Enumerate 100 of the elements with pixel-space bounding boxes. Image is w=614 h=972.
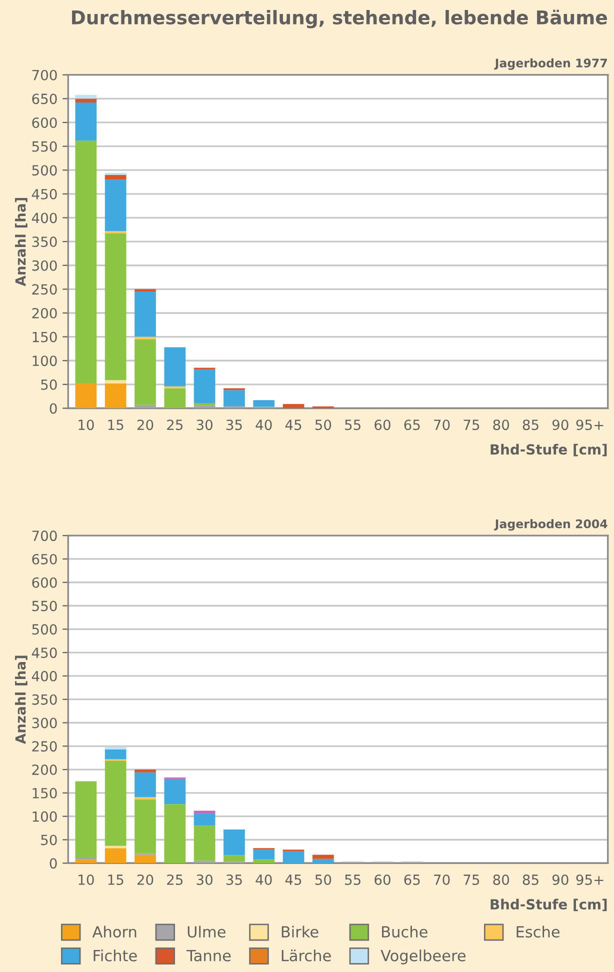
y-tick-label: 400 — [32, 670, 57, 682]
bar — [134, 772, 156, 798]
legend-label: Lärche — [282, 950, 331, 962]
x-tick-label: 90 — [552, 420, 568, 430]
x-tick-label: 30 — [196, 874, 212, 885]
legend-label: Buche — [382, 926, 428, 938]
y-tick-label: 700 — [32, 70, 57, 80]
x-tick-label: 45 — [285, 420, 302, 430]
legend-label: Ulme — [188, 926, 226, 938]
bar — [164, 804, 186, 864]
y-tick-label: 500 — [32, 624, 57, 635]
x-tick-label: 30 — [196, 420, 212, 430]
x-tick-label: 80 — [493, 874, 510, 885]
y-tick-label: 250 — [32, 284, 57, 295]
y-tick-label: 150 — [32, 332, 57, 342]
x-tick-label: 10 — [78, 420, 94, 430]
y-axis-title: Anzahl [ha] — [15, 656, 28, 744]
y-tick-label: 500 — [32, 165, 57, 176]
y-tick-label: 100 — [32, 811, 57, 822]
bar — [282, 404, 304, 408]
y-tick-label: 700 — [32, 530, 57, 542]
x-tick-label: 50 — [315, 420, 332, 430]
legend-label: Esche — [516, 926, 560, 938]
legend-label: Ahorn — [92, 926, 136, 938]
bar — [164, 347, 186, 386]
bar — [75, 102, 97, 141]
y-tick-label: 300 — [32, 260, 57, 271]
x-tick-label: 45 — [285, 874, 302, 885]
y-axis-title: Anzahl [ha] — [15, 198, 28, 286]
x-tick-label: 70 — [434, 874, 450, 885]
x-tick-label: 25 — [167, 420, 183, 430]
x-tick-label: 10 — [78, 874, 94, 885]
bar — [75, 382, 97, 408]
bar — [194, 370, 216, 403]
y-tick-label: 550 — [32, 141, 57, 152]
x-tick-label: 55 — [345, 874, 360, 885]
x-tick-label: 80 — [493, 420, 510, 430]
x-tick-label: 60 — [374, 420, 390, 430]
bar — [104, 174, 126, 180]
chart-subtitle: Jagerboden 2004 — [494, 519, 608, 531]
bar — [104, 746, 126, 750]
bar — [104, 760, 126, 846]
bar — [224, 390, 245, 406]
bar — [104, 380, 126, 384]
x-tick-label: 55 — [345, 420, 360, 430]
bar — [104, 749, 126, 760]
bar — [104, 383, 126, 408]
bar — [164, 778, 186, 804]
y-tick-label: 650 — [32, 554, 57, 564]
x-tick-label: 65 — [404, 420, 420, 430]
bar — [194, 403, 216, 406]
y-tick-label: 400 — [32, 212, 57, 224]
x-axis-title: Bhd-Stufe [cm] — [490, 444, 607, 456]
chart-subtitle: Jagerboden 1977 — [494, 58, 607, 70]
bar — [75, 781, 97, 858]
y-tick-label: 650 — [32, 94, 57, 104]
y-tick-label: 450 — [32, 188, 57, 200]
bar — [134, 339, 156, 405]
bar — [75, 94, 97, 99]
y-tick-label: 600 — [32, 577, 57, 588]
y-tick-label: 350 — [32, 694, 57, 705]
bar — [134, 770, 156, 772]
bar — [312, 858, 334, 864]
bar — [104, 233, 126, 380]
y-tick-label: 150 — [32, 788, 57, 798]
x-tick-label: 20 — [137, 874, 154, 885]
x-tick-label: 85 — [522, 420, 538, 430]
bar — [164, 388, 186, 408]
x-tick-label: 95+ — [576, 874, 604, 885]
y-tick-label: 50 — [41, 379, 57, 390]
y-tick-label: 0 — [50, 858, 57, 869]
x-tick-label: 20 — [137, 420, 154, 430]
bar — [134, 292, 156, 337]
bar — [194, 810, 216, 814]
bar — [194, 813, 216, 826]
bar — [253, 859, 275, 864]
legend-label: Vogelbeere — [380, 950, 466, 964]
x-tick-label: 95+ — [576, 420, 604, 430]
bar — [194, 826, 216, 861]
y-tick-label: 550 — [32, 600, 57, 612]
x-axis-title: Bhd-Stufe [cm] — [490, 898, 607, 912]
x-tick-label: 65 — [404, 874, 420, 885]
x-tick-label: 25 — [167, 874, 183, 885]
y-tick-label: 200 — [32, 764, 57, 776]
bar — [134, 854, 156, 864]
bar — [134, 404, 156, 408]
bar — [104, 848, 126, 864]
y-tick-label: 350 — [32, 236, 57, 248]
bar — [253, 850, 275, 860]
bar — [282, 851, 304, 864]
x-tick-label: 40 — [256, 874, 272, 885]
x-tick-label: 60 — [374, 874, 390, 885]
x-tick-label: 70 — [434, 420, 450, 430]
x-tick-label: 90 — [552, 874, 568, 885]
bar — [75, 860, 97, 864]
x-tick-label: 50 — [315, 874, 332, 885]
bar — [134, 289, 156, 292]
y-tick-label: 250 — [32, 741, 57, 752]
legend-label: Fichte — [94, 950, 137, 962]
x-tick-label: 85 — [522, 874, 538, 885]
